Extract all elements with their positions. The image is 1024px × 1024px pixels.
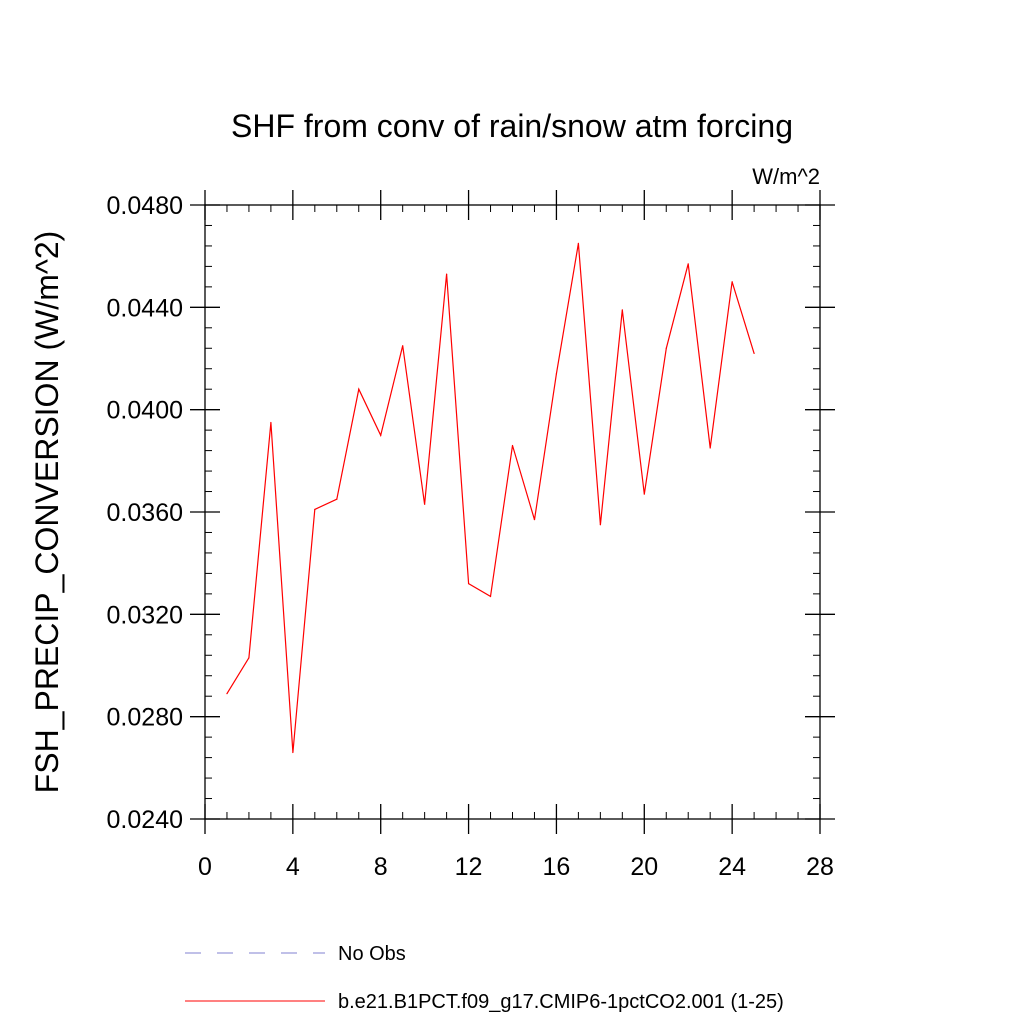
units-label: W/m^2 [752,164,820,189]
data-point [248,657,250,659]
x-tick-label: 8 [374,853,388,881]
y-tick-label: 0.0240 [107,806,183,834]
data-point [621,309,623,311]
x-tick-label: 20 [630,853,658,881]
x-axis: 0 4 8 12 16 20 24 28 [198,190,834,881]
data-point [687,263,689,265]
y-tick-label: 0.0440 [107,294,183,322]
data-point [731,281,733,283]
data-point [292,751,294,754]
x-tick-label: 4 [286,853,300,881]
data-point [665,347,667,349]
data-point [358,388,360,390]
data-point [533,519,536,521]
data-point [643,493,645,495]
data-point [446,273,448,275]
y-tick-label: 0.0480 [107,192,183,220]
data-point [467,583,470,585]
y-tick-label: 0.0400 [107,397,183,425]
y-tick-label: 0.0280 [107,704,183,732]
y-tick-label: 0.0320 [107,601,183,629]
plot-frame [204,204,821,820]
data-point [511,444,514,447]
data-point [314,508,316,511]
x-tick-label: 28 [806,853,834,881]
data-point [489,595,492,598]
data-point [599,524,601,526]
data-point [226,693,228,695]
chart-title: SHF from conv of rain/snow atm forcing [231,108,793,144]
series-line-0 [226,243,755,753]
x-tick-label: 12 [455,853,483,881]
y-tick-label: 0.0360 [107,499,183,527]
y-axis: 0.0240 0.0280 0.0320 0.0360 0.0400 0.0440 0.04… [107,192,835,834]
data-point [753,352,755,354]
data-point [555,373,558,375]
data-point [336,498,338,500]
data-point [402,345,404,347]
legend-label-model-run: b.e21.B1PCT.f09_g17.CMIP6-1pctCO2.001 (1… [338,991,784,1013]
data-point [709,447,711,449]
data-point [577,242,579,244]
legend: No Obs b.e21.B1PCT.f09_g17.CMIP6-1pctCO2… [185,943,784,1013]
y-axis-label: FSH_PRECIP_CONVERSION (W/m^2) [29,231,65,794]
x-tick-label: 24 [718,853,746,881]
data-point [424,503,426,505]
legend-label-no-obs: No Obs [338,943,406,965]
minor-ticks [205,205,820,819]
data-point [270,421,272,424]
plot-border [204,204,821,820]
x-tick-label: 16 [543,853,571,881]
x-tick-label: 0 [198,853,212,881]
series-layer [226,242,755,754]
data-point [380,434,382,436]
